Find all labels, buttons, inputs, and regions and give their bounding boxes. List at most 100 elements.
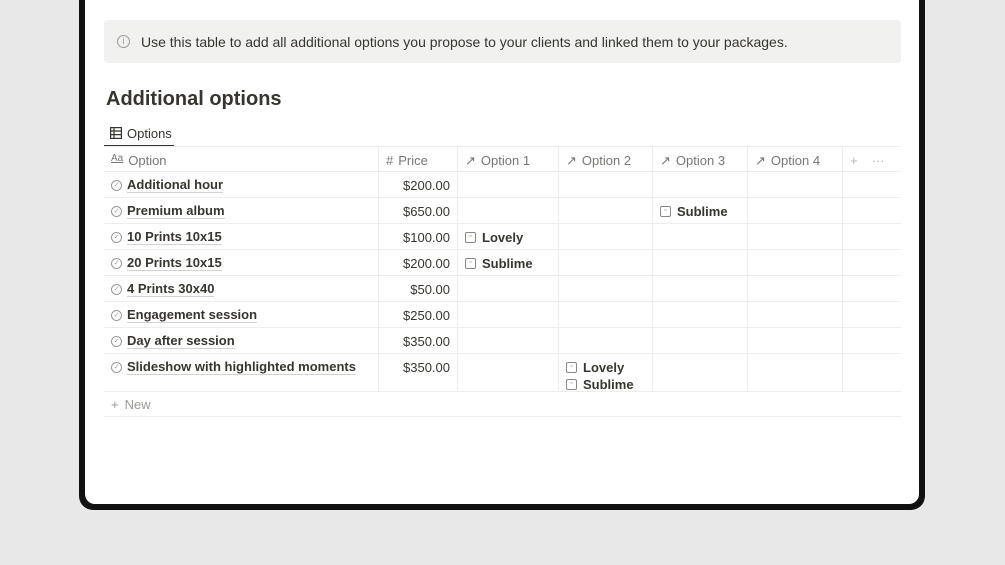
option-cell[interactable]: ✓ 10 Prints 10x15 <box>104 224 379 249</box>
relation-cell-option-2[interactable] <box>559 328 653 353</box>
relation-cell-option-3[interactable] <box>653 224 748 249</box>
relation-cell-option-2[interactable] <box>559 302 653 327</box>
option-cell[interactable]: ✓ Premium album <box>104 198 379 223</box>
option-name[interactable]: 10 Prints 10x15 <box>127 229 222 245</box>
relation-item[interactable]: ▫ Lovely <box>465 230 523 245</box>
table-row: ✓ 4 Prints 30x40 $50.00 <box>104 276 901 302</box>
info-icon: i <box>117 35 130 48</box>
more-options-button[interactable]: ··· <box>871 153 885 168</box>
option-cell[interactable]: ✓ Slideshow with highlighted moments <box>104 354 379 391</box>
price-value: $350.00 <box>403 334 450 349</box>
option-cell[interactable]: ✓ Additional hour <box>104 172 379 197</box>
table-row: ✓ Engagement session $250.00 <box>104 302 901 328</box>
relation-cell-option-2[interactable] <box>559 224 653 249</box>
relation-cell-option-2[interactable]: ▫ Lovely ▫ Sublime <box>559 354 653 391</box>
relation-cell-option-1[interactable] <box>458 302 559 327</box>
relation-cell-option-1[interactable]: ▫ Lovely <box>458 224 559 249</box>
column-label: Option <box>128 153 167 168</box>
column-header-option-2[interactable]: ↗ Option 2 <box>559 147 653 171</box>
page-icon: ▫ <box>660 205 671 217</box>
table-row: ✓ Slideshow with highlighted moments $350.… <box>104 354 901 392</box>
column-label: Option 1 <box>480 153 531 168</box>
column-header-option[interactable]: Aa Option <box>104 147 379 171</box>
option-name[interactable]: Day after session <box>127 333 235 349</box>
relation-cell-option-2[interactable] <box>559 250 653 275</box>
relation-cell-option-3[interactable] <box>653 276 748 301</box>
relation-cell-option-1[interactable]: ▫ Sublime <box>458 250 559 275</box>
relation-cell-option-3[interactable] <box>653 172 748 197</box>
text-icon: Aa <box>111 153 124 164</box>
relation-cell-option-1[interactable] <box>458 328 559 353</box>
column-label: Option 4 <box>770 153 821 168</box>
relation-item[interactable]: ▫ Sublime <box>465 255 533 271</box>
options-table: Aa Option # Price ↗ Option 1 ↗ Option 2 ↗ Option … <box>104 146 901 417</box>
column-header-option-3[interactable]: ↗ Option 3 <box>653 147 748 171</box>
relation-cell-option-3[interactable] <box>653 328 748 353</box>
price-cell[interactable]: $50.00 <box>379 276 458 301</box>
price-cell[interactable]: $350.00 <box>379 354 458 391</box>
option-cell[interactable]: ✓ 4 Prints 30x40 <box>104 276 379 301</box>
relation-label: Sublime <box>677 203 728 219</box>
relation-arrow-icon: ↗ <box>755 153 766 168</box>
relation-cell-option-4[interactable] <box>748 198 843 223</box>
price-cell[interactable]: $200.00 <box>379 250 458 275</box>
check-circle-icon: ✓ <box>111 232 122 243</box>
tab-options[interactable]: Options <box>104 121 174 147</box>
column-header-option-1[interactable]: ↗ Option 1 <box>458 147 559 171</box>
table-icon <box>110 127 122 139</box>
relation-cell-option-3[interactable] <box>653 302 748 327</box>
relation-cell-option-4[interactable] <box>748 276 843 301</box>
relation-arrow-icon: ↗ <box>566 153 577 168</box>
relation-item[interactable]: ▫ Sublime <box>660 203 728 219</box>
price-cell[interactable]: $650.00 <box>379 198 458 223</box>
price-cell[interactable]: $250.00 <box>379 302 458 327</box>
option-name[interactable]: Premium album <box>127 203 225 219</box>
price-cell[interactable]: $100.00 <box>379 224 458 249</box>
option-cell[interactable]: ✓ 20 Prints 10x15 <box>104 250 379 275</box>
relation-cell-option-1[interactable] <box>458 198 559 223</box>
relation-cell-option-2[interactable] <box>559 276 653 301</box>
price-value: $200.00 <box>403 178 450 193</box>
option-name[interactable]: 4 Prints 30x40 <box>127 281 215 297</box>
relation-cell-option-4[interactable] <box>748 354 843 391</box>
option-name[interactable]: 20 Prints 10x15 <box>127 255 222 271</box>
option-name[interactable]: Slideshow with highlighted moments <box>127 359 356 375</box>
column-header-option-4[interactable]: ↗ Option 4 <box>748 147 843 171</box>
relation-item[interactable]: ▫ Sublime <box>566 377 634 391</box>
relation-cell-option-4[interactable] <box>748 224 843 249</box>
relation-cell-option-1[interactable] <box>458 276 559 301</box>
relation-cell-option-2[interactable] <box>559 172 653 197</box>
option-cell[interactable]: ✓ Engagement session <box>104 302 379 327</box>
relation-cell-option-4[interactable] <box>748 328 843 353</box>
relation-cell-option-4[interactable] <box>748 250 843 275</box>
option-name[interactable]: Engagement session <box>127 307 258 323</box>
relation-cell-option-2[interactable] <box>559 198 653 223</box>
relation-label: Sublime <box>482 255 533 271</box>
table-row: ✓ Additional hour $200.00 <box>104 172 901 198</box>
option-cell[interactable]: ✓ Day after session <box>104 328 379 353</box>
empty-cell <box>843 276 901 301</box>
relation-cell-option-1[interactable] <box>458 354 559 391</box>
relation-label: Lovely <box>583 359 625 375</box>
relation-cell-option-4[interactable] <box>748 172 843 197</box>
table-row: ✓ 10 Prints 10x15 $100.00 ▫ Lovely <box>104 224 901 250</box>
relation-cell-option-3[interactable] <box>653 250 748 275</box>
relation-cell-option-3[interactable]: ▫ Sublime <box>653 198 748 223</box>
price-cell[interactable]: $200.00 <box>379 172 458 197</box>
relation-cell-option-1[interactable] <box>458 172 559 197</box>
relation-arrow-icon: ↗ <box>465 153 476 168</box>
empty-cell <box>843 198 901 223</box>
check-circle-icon: ✓ <box>111 310 122 321</box>
option-name[interactable]: Additional hour <box>127 177 224 193</box>
price-cell[interactable]: $350.00 <box>379 328 458 353</box>
add-column-button[interactable]: + <box>850 153 858 168</box>
number-icon: # <box>386 153 394 168</box>
relation-item[interactable]: ▫ Lovely <box>566 359 634 375</box>
check-circle-icon: ✓ <box>111 206 122 217</box>
column-header-price[interactable]: # Price <box>379 147 458 171</box>
relation-cell-option-4[interactable] <box>748 302 843 327</box>
relation-cell-option-3[interactable] <box>653 354 748 391</box>
empty-cell <box>843 354 901 391</box>
new-row-button[interactable]: + New <box>104 392 901 417</box>
table-header: Aa Option # Price ↗ Option 1 ↗ Option 2 ↗ Option … <box>104 146 901 172</box>
